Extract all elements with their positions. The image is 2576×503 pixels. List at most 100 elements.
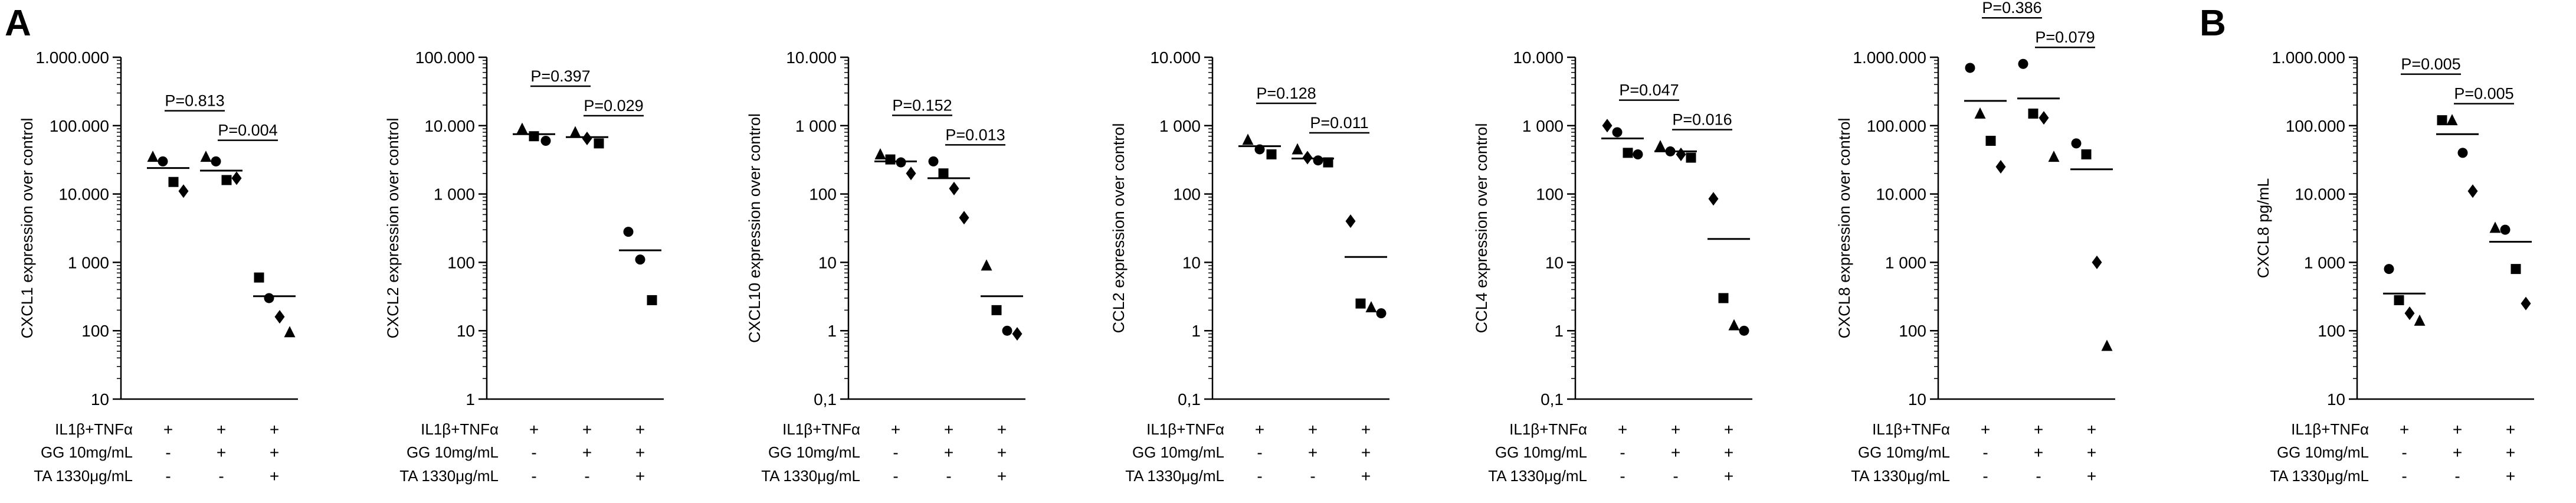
data-point-triangle (981, 259, 992, 271)
condition-sign: - (1982, 467, 1988, 485)
condition-sign: + (1671, 420, 1680, 439)
condition-sign: + (944, 443, 953, 462)
y-tick-label: 1 000 (1522, 117, 1564, 135)
data-point-square (221, 175, 232, 185)
data-point-triangle (2101, 339, 2113, 351)
condition-sign: + (635, 420, 645, 439)
data-point-diamond (1602, 119, 1613, 133)
data-point-triangle (147, 151, 159, 162)
condition-sign: + (1724, 467, 1733, 485)
data-point-square (1355, 298, 1366, 309)
condition-sign: - (1257, 443, 1262, 462)
data-point-triangle (1365, 301, 1377, 313)
y-tick-label: 1 (1191, 322, 1201, 340)
condition-sign: + (1361, 443, 1371, 462)
condition-sign: + (2400, 420, 2409, 439)
data-point-diamond (274, 310, 285, 324)
data-point-diamond (1676, 147, 1686, 161)
condition-label: GG 10mg/mL (768, 443, 860, 461)
data-point-square (1623, 148, 1633, 158)
condition-sign: + (1981, 420, 1990, 439)
p-value-label: P=0.013 (945, 126, 1005, 143)
condition-label: GG 10mg/mL (2277, 443, 2369, 461)
condition-label: IL1β+TNFα (55, 420, 133, 438)
y-tick-label: 100.000 (2286, 117, 2345, 135)
condition-sign: - (946, 467, 951, 485)
data-point-triangle (2414, 314, 2426, 326)
condition-sign: + (2453, 443, 2462, 462)
data-point-square (885, 154, 896, 165)
condition-sign: + (997, 420, 1007, 439)
condition-sign: + (1361, 467, 1371, 485)
y-tick-label: 1.000.000 (1853, 48, 1926, 67)
condition-sign: + (2506, 443, 2515, 462)
condition-label: TA 1330μg/mL (1125, 467, 1224, 485)
data-point-circle (1376, 308, 1387, 319)
condition-sign: - (531, 467, 536, 485)
data-point-circle (2500, 224, 2511, 235)
p-value-label: P=0.016 (1672, 111, 1732, 129)
data-point-diamond (582, 131, 592, 145)
condition-sign: - (2401, 443, 2407, 462)
data-point-circle (264, 293, 274, 303)
data-point-circle (1612, 127, 1623, 138)
y-tick-label: 100.000 (50, 117, 109, 135)
data-point-triangle (2489, 221, 2501, 233)
y-axis-title: CCL4 expression over control (1473, 123, 1490, 334)
data-point-triangle (2048, 151, 2060, 162)
data-point-square (2028, 108, 2038, 119)
data-point-triangle (1292, 143, 1303, 155)
condition-sign: - (893, 467, 898, 485)
y-tick-label: 0,1 (1178, 390, 1201, 409)
condition-sign: + (635, 443, 645, 462)
y-tick-label: 1.000.000 (35, 48, 109, 67)
condition-sign: + (944, 420, 953, 439)
y-tick-label: 1 000 (68, 253, 109, 272)
condition-sign: - (1257, 467, 1262, 485)
y-tick-label: 10.000 (58, 185, 109, 204)
data-point-diamond (2521, 296, 2531, 311)
chart-7: 10 100 1 000 10.000 100.000 1.000.000 CXCL8 pg… (2254, 48, 2534, 485)
panel-label-a: A (5, 3, 31, 44)
data-point-square (594, 138, 604, 149)
data-point-diamond (959, 211, 969, 225)
condition-sign: + (997, 467, 1007, 485)
data-point-square (1266, 149, 1277, 159)
data-point-diamond (2092, 255, 2102, 269)
data-point-diamond (178, 184, 189, 198)
data-point-square (1686, 152, 1696, 163)
condition-label: IL1β+TNFα (1146, 420, 1224, 438)
p-value-label: P=0.152 (892, 96, 952, 114)
data-point-circle (2071, 138, 2082, 149)
condition-sign: + (529, 420, 539, 439)
data-point-square (1718, 293, 1729, 303)
condition-sign: - (1620, 443, 1625, 462)
y-tick-label: 1 (466, 390, 475, 409)
chart-2: 1 10 100 1 000 10.000 100.000 CXCL2 expression… (384, 48, 664, 485)
condition-sign: + (635, 467, 645, 485)
data-point-circle (1254, 144, 1265, 155)
p-value-label: P=0.004 (218, 122, 277, 139)
data-point-diamond (1012, 326, 1022, 341)
y-tick-label: 100 (81, 322, 109, 340)
p-value-label: P=0.005 (2401, 55, 2460, 73)
condition-sign: - (2036, 467, 2041, 485)
data-point-square (2394, 295, 2404, 305)
data-point-diamond (2467, 184, 2478, 198)
condition-label: IL1β+TNFα (1872, 420, 1950, 438)
condition-sign: + (1308, 443, 1318, 462)
data-point-circle (1665, 146, 1676, 156)
chart-6: 10 100 1 000 10.000 100.000 1.000.000 CXCL8 ex… (1836, 0, 2115, 485)
condition-label: GG 10mg/mL (407, 443, 499, 461)
condition-sign: - (1310, 467, 1315, 485)
p-value-label: P=0.128 (1256, 84, 1316, 102)
data-point-square (2081, 149, 2092, 159)
data-point-circle (540, 135, 551, 146)
data-point-circle (1965, 63, 1975, 73)
y-tick-label: 100 (2318, 322, 2345, 340)
condition-sign: + (1618, 420, 1627, 439)
condition-sign: + (1724, 443, 1733, 462)
data-point-square (529, 131, 539, 142)
y-axis-title: CXCL2 expression over control (384, 118, 402, 339)
